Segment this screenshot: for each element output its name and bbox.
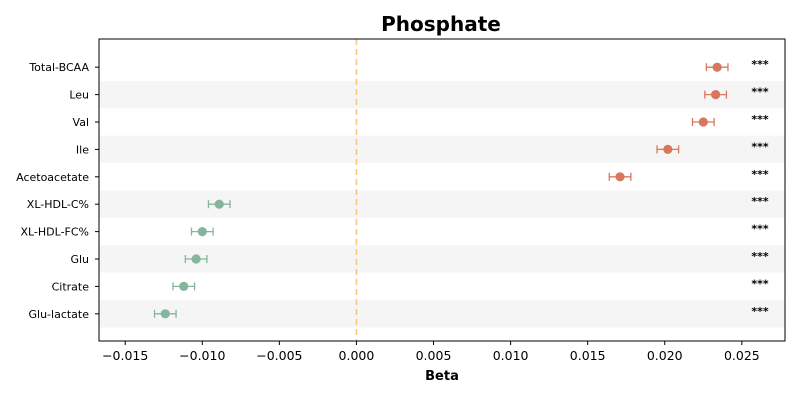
data-point bbox=[663, 144, 673, 154]
y-tick-label: Total-BCAA bbox=[28, 61, 89, 74]
significance-label: *** bbox=[751, 168, 769, 181]
x-axis-label: Beta bbox=[425, 369, 459, 384]
data-point bbox=[214, 199, 224, 209]
x-tick-label: 0.015 bbox=[570, 348, 606, 363]
data-marks: *** *** *** *** *** *** *** *** *** *** bbox=[153, 58, 769, 319]
significance-label: *** bbox=[751, 305, 769, 318]
data-point bbox=[698, 117, 708, 127]
y-tick-label: XL-HDL-FC% bbox=[20, 226, 89, 239]
x-tick-label: 0.025 bbox=[724, 348, 760, 363]
row-bands bbox=[99, 53, 785, 328]
significance-label: *** bbox=[751, 277, 769, 290]
y-tick-label: XL-HDL-C% bbox=[27, 198, 89, 211]
significance-label: *** bbox=[751, 195, 769, 208]
row-band bbox=[99, 190, 785, 218]
significance-label: *** bbox=[751, 250, 769, 263]
y-tick-label: Glu bbox=[70, 253, 89, 266]
x-tick-label: −0.015 bbox=[102, 348, 148, 363]
row-band bbox=[99, 108, 785, 136]
row-band bbox=[99, 135, 785, 164]
data-point bbox=[160, 309, 170, 319]
chart-title: Phosphate bbox=[381, 12, 501, 36]
significance-label: *** bbox=[751, 223, 769, 236]
x-tick-label: 0.000 bbox=[339, 348, 375, 363]
row-band bbox=[99, 163, 785, 191]
significance-label: *** bbox=[751, 140, 769, 153]
row-band bbox=[99, 245, 785, 273]
x-tick-label: 0.005 bbox=[416, 348, 452, 363]
data-point bbox=[179, 281, 189, 291]
row-band bbox=[99, 272, 785, 301]
data-point bbox=[712, 62, 722, 72]
y-tick-label: Ile bbox=[76, 143, 89, 156]
data-point bbox=[711, 90, 721, 100]
x-axis-ticks: −0.015 −0.010 −0.005 0.000 0.005 0.010 0.015 0.… bbox=[102, 341, 760, 363]
row-band bbox=[99, 80, 785, 109]
x-tick-label: −0.005 bbox=[256, 348, 302, 363]
x-tick-label: −0.010 bbox=[179, 348, 225, 363]
significance-label: *** bbox=[751, 86, 769, 99]
y-tick-label: Leu bbox=[69, 89, 89, 102]
plot-frame bbox=[98, 38, 786, 342]
row-band bbox=[99, 53, 785, 81]
data-point bbox=[197, 227, 207, 237]
y-tick-labels: Total-BCAA Leu Val Ile Acetoacetate XL-HDL-C%… bbox=[16, 61, 99, 321]
y-tick-label: Glu-lactate bbox=[29, 308, 90, 321]
y-tick-label: Citrate bbox=[52, 280, 90, 293]
significance-label: *** bbox=[751, 113, 769, 126]
row-band bbox=[99, 300, 785, 328]
x-tick-label: 0.010 bbox=[493, 348, 529, 363]
data-point bbox=[615, 172, 625, 182]
x-tick-label: 0.020 bbox=[647, 348, 683, 363]
data-point bbox=[191, 254, 201, 264]
y-tick-label: Acetoacetate bbox=[16, 171, 89, 184]
significance-label: *** bbox=[751, 58, 769, 71]
y-tick-label: Val bbox=[73, 116, 89, 129]
